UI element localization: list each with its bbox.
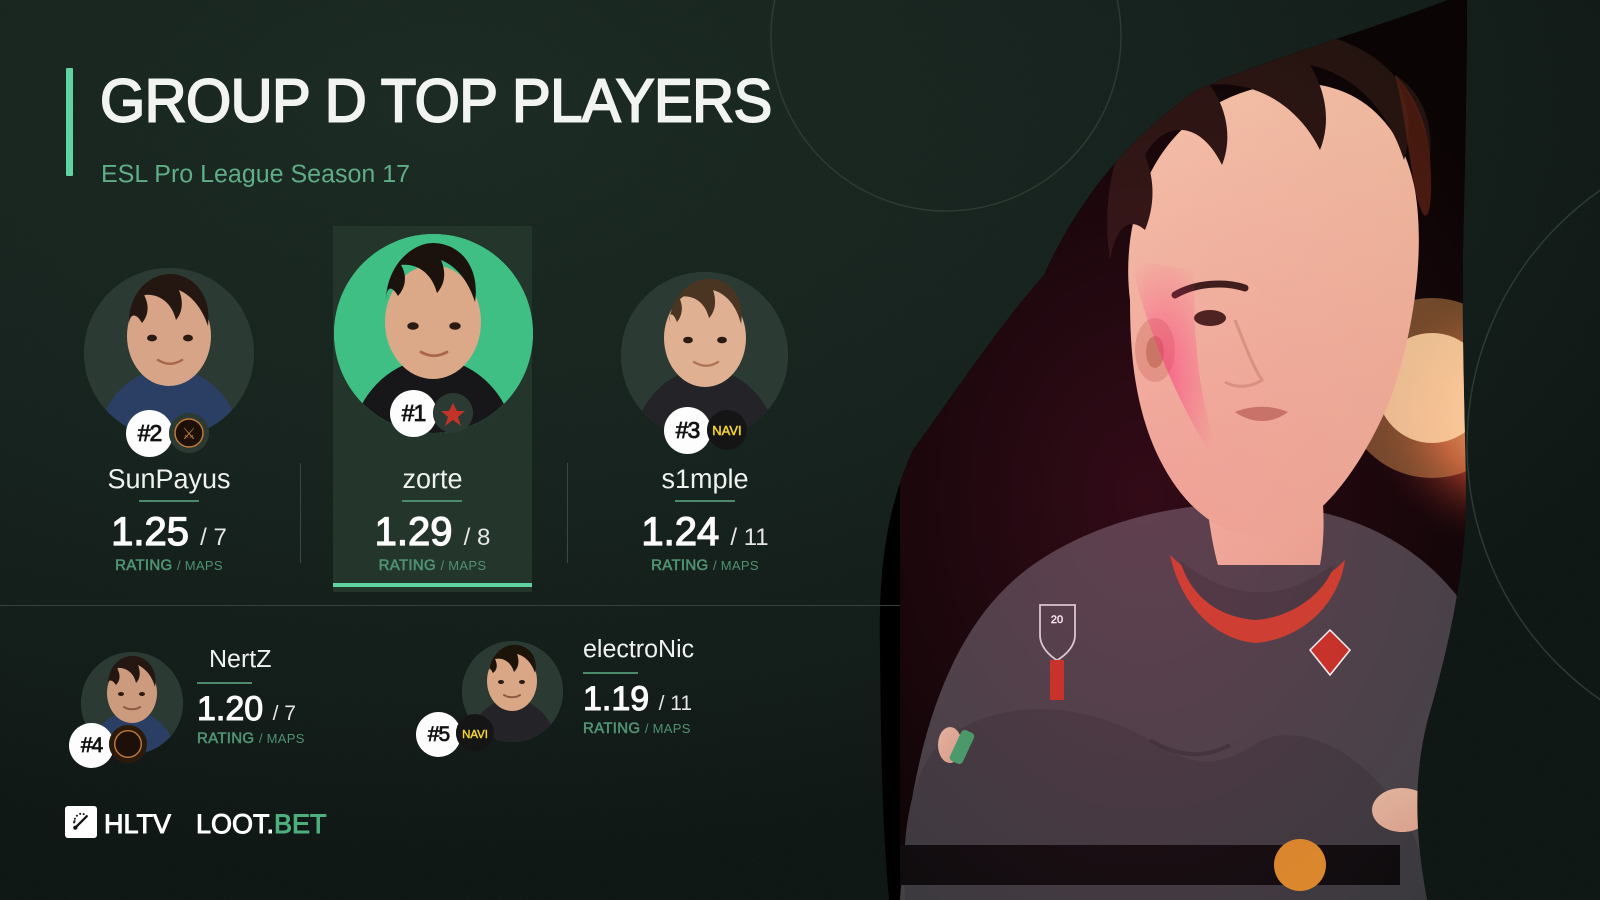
svg-text:NAVI: NAVI [462,729,488,741]
svg-text:NAVI: NAVI [712,423,741,438]
svg-text:⚔: ⚔ [182,426,196,443]
